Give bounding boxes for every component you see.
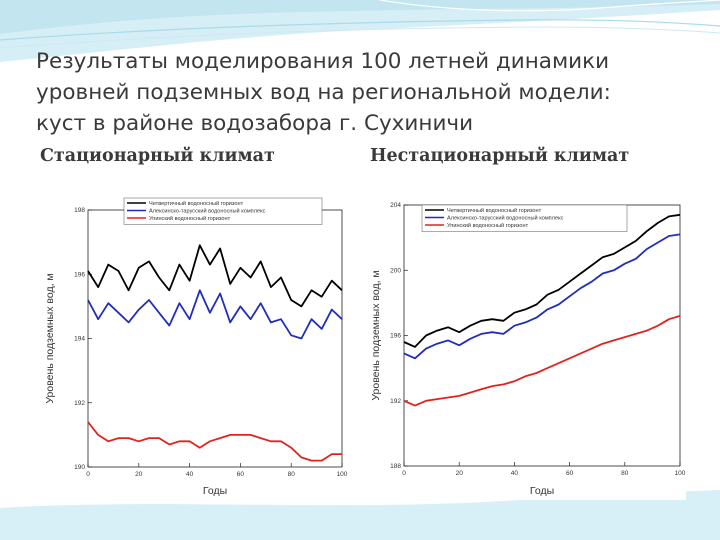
y-tick-label: 198: [74, 207, 85, 214]
y-tick-label: 204: [390, 202, 401, 209]
slide-title-line-3: куст в районе водозабора г. Сухиничи: [36, 111, 474, 136]
x-tick-label: 80: [621, 470, 629, 477]
series-line-1: [403, 213, 681, 348]
y-tick-label: 192: [390, 398, 401, 405]
legend-label-3: Упинский водоносный горизонт: [149, 215, 231, 222]
x-tick-label: 40: [511, 470, 519, 477]
x-tick-label: 20: [135, 471, 143, 478]
y-tick-label: 196: [390, 333, 401, 340]
x-tick-label: 100: [337, 471, 348, 478]
x-axis-title: Годы: [203, 485, 227, 497]
series-line-1: [87, 244, 343, 308]
x-tick-label: 100: [675, 470, 686, 477]
x-tick-label: 60: [237, 471, 245, 478]
y-tick-label: 194: [74, 336, 85, 343]
slide-title: Результаты моделирования 100 летней дина…: [36, 46, 696, 139]
x-tick-label: 60: [566, 470, 574, 477]
stationary-climate-heading: Стационарный климат: [40, 146, 275, 166]
series-line-2: [87, 289, 343, 340]
legend-box: [123, 197, 323, 225]
y-axis-title: Уровень подземных вод, м: [370, 270, 382, 400]
chart-legend: Четвертичный водоносный горизонтАлексинс…: [123, 197, 323, 225]
legend-label-1: Четвертичный водоносный горизонт: [447, 207, 542, 214]
series-line-3: [403, 315, 681, 407]
plot-frame: [87, 209, 343, 468]
legend-label-3: Упинский водоносный горизонт: [447, 222, 529, 229]
legend-label-1: Четвертичный водоносный горизонт: [149, 200, 244, 207]
y-axis-title: Уровень подземных вод, м: [44, 273, 56, 403]
x-axis-title: Годы: [530, 485, 554, 497]
x-tick-label: 0: [402, 470, 406, 477]
nonstationary-climate-chart: 188 192 196 200 204 0 20 40 60 80 100 Годы Уровень п…: [366, 193, 686, 500]
chart-svg: 190 192 194 196 198 0 20 40 60 80 100 Годы Уровень п…: [44, 197, 348, 497]
chart-legend: Четвертичный водоносный горизонтАлексинс…: [421, 204, 628, 232]
x-tick-label: 20: [456, 470, 464, 477]
series-line-2: [403, 233, 681, 360]
legend-label-2: Алексинско-тарусский водоносный комплекс: [149, 208, 266, 215]
legend-box: [421, 204, 628, 232]
x-tick-label: 40: [186, 471, 194, 478]
y-tick-label: 196: [74, 271, 85, 278]
nonstationary-climate-heading: Нестационарный климат: [370, 146, 630, 166]
legend-label-2: Алексинско-тарусский водоносный комплекс: [447, 215, 564, 222]
x-tick-label: 0: [86, 471, 90, 478]
series-line-3: [87, 421, 342, 462]
y-tick-label: 192: [74, 400, 85, 407]
plot-frame: [403, 204, 681, 467]
y-tick-label: 188: [390, 463, 401, 470]
stationary-climate-chart: 190 192 194 196 198 0 20 40 60 80 100 Годы Уровень п…: [40, 195, 350, 500]
x-tick-label: 80: [288, 471, 296, 478]
slide-title-line-1: Результаты моделирования 100 летней дина…: [36, 49, 610, 74]
y-tick-label: 200: [390, 267, 401, 274]
slide-title-line-2: уровней подземных вод на региональной мо…: [36, 80, 611, 105]
y-tick-label: 190: [74, 464, 85, 471]
